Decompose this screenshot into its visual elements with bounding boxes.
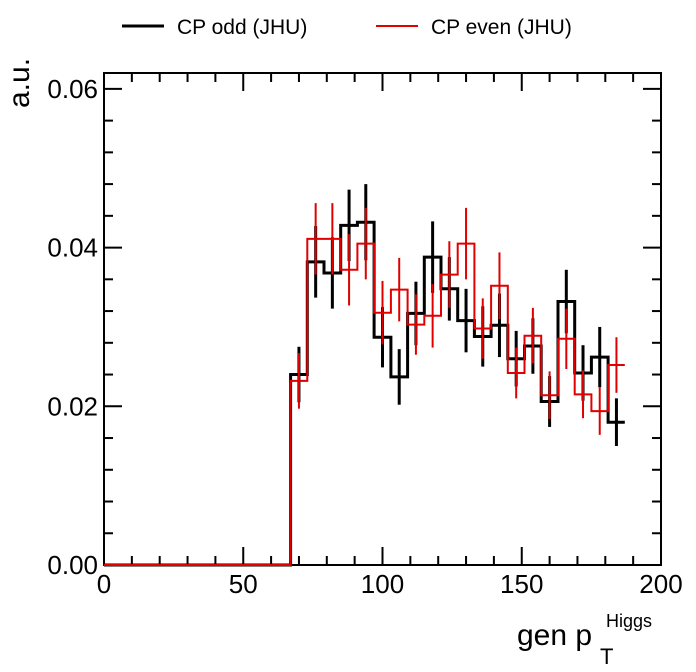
x-axis-title-subscript: T xyxy=(600,644,613,669)
x-axis-title-superscript: Higgs xyxy=(606,611,652,631)
x-tick-label: 50 xyxy=(229,569,258,599)
series-step-line xyxy=(104,220,625,567)
x-tick-label: 100 xyxy=(361,569,404,599)
legend-label-cp-odd: CP odd (JHU) xyxy=(177,16,307,39)
x-axis-title: gen p T Higgs xyxy=(517,611,652,669)
x-tick-label: 200 xyxy=(639,569,682,599)
legend: CP odd (JHU) CP even (JHU) xyxy=(122,16,572,39)
y-axis-title: a.u. xyxy=(3,58,36,108)
x-tick-label: 0 xyxy=(97,569,111,599)
x-axis-ticks: 0 50 100 150 200 xyxy=(97,73,683,599)
series-layer xyxy=(104,184,625,567)
series-cp-odd xyxy=(104,184,625,567)
legend-label-cp-even: CP even (JHU) xyxy=(431,16,572,39)
x-axis-title-main: gen p xyxy=(517,619,592,652)
x-tick-label: 150 xyxy=(500,569,543,599)
y-tick-label: 0.06 xyxy=(47,74,98,104)
series-cp-even xyxy=(104,203,625,566)
y-axis-ticks: 0.00 0.02 0.04 0.06 xyxy=(47,74,661,580)
y-tick-label: 0.04 xyxy=(47,233,98,263)
y-tick-label: 0.00 xyxy=(47,550,98,580)
y-tick-label: 0.02 xyxy=(47,391,98,421)
